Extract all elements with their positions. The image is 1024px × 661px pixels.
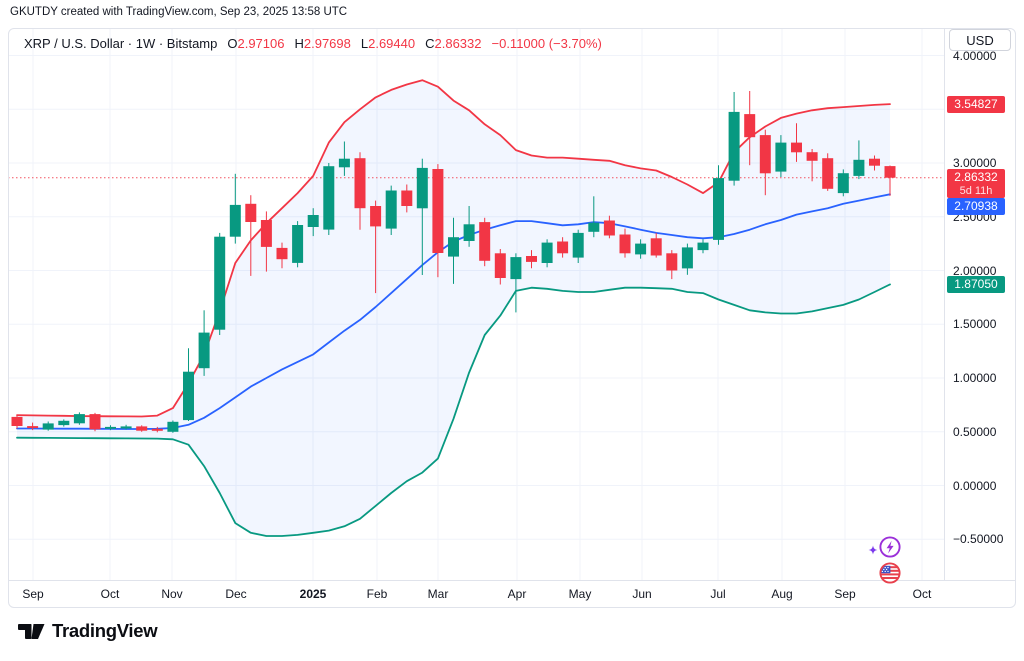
- time-tick: Sep: [834, 587, 856, 601]
- tradingview-logo-mark: [18, 624, 45, 639]
- time-axis[interactable]: [8, 580, 1016, 608]
- price-tick: 3.00000: [953, 156, 997, 170]
- time-tick: Nov: [161, 587, 183, 601]
- time-tick: Mar: [427, 587, 449, 601]
- price-tick: 0.00000: [953, 478, 997, 493]
- symbol-header: XRP / U.S. Dollar · 1W · Bitstamp O2.971…: [24, 34, 602, 52]
- ohlc-h: H2.97698: [294, 35, 351, 51]
- candlestick-chart-canvas[interactable]: [8, 28, 944, 580]
- time-tick: Aug: [771, 587, 793, 601]
- price-axis[interactable]: [944, 28, 1016, 580]
- change-value: −0.11000 (−3.70%): [491, 35, 602, 51]
- basis-band-badge: 2.70938: [947, 197, 1005, 215]
- time-tick: May: [568, 587, 592, 601]
- attribution-text: GKUTDY created with TradingView.com, Sep…: [10, 6, 348, 18]
- price-tick: 4.00000: [953, 48, 997, 63]
- symbol-title: XRP / U.S. Dollar · 1W · Bitstamp: [24, 35, 218, 51]
- time-tick: Jul: [710, 587, 726, 601]
- price-tick: 1.00000: [953, 371, 997, 385]
- price-tick: −0.50000: [953, 532, 1004, 547]
- tradingview-logo[interactable]: TradingView: [18, 620, 158, 642]
- time-tick: Jun: [632, 587, 652, 601]
- price-tick: 0.50000: [953, 424, 997, 439]
- upper-band-badge: 3.54827: [947, 95, 1005, 113]
- ohlc-o: O2.97106: [227, 35, 285, 51]
- ohlc-l: L2.69440: [360, 35, 416, 51]
- price-tick: 1.50000: [953, 317, 997, 332]
- time-tick: Feb: [366, 587, 388, 601]
- us-flag-icon[interactable]: [877, 560, 903, 586]
- ohlc-c: C2.86332: [425, 35, 482, 51]
- currency-button[interactable]: USD: [949, 29, 1011, 51]
- ohlc-values: O2.97106 H2.97698 L2.69440 C2.86332: [217, 36, 481, 51]
- tradingview-logo-text: TradingView: [52, 620, 158, 641]
- price-tick: 2.00000: [953, 263, 997, 278]
- time-tick: Oct: [912, 587, 932, 601]
- last-price-badge: 2.86332 5d 11h: [947, 169, 1005, 199]
- lightning-boost-icon[interactable]: [866, 534, 906, 562]
- lower-band-badge: 1.87050: [947, 275, 1005, 293]
- time-tick: Sep: [22, 587, 44, 601]
- time-tick: Dec: [225, 587, 247, 601]
- time-tick: 2025: [299, 587, 327, 601]
- currency-button-label: USD: [966, 32, 994, 48]
- time-tick: Apr: [507, 587, 527, 601]
- time-tick: Oct: [100, 587, 120, 601]
